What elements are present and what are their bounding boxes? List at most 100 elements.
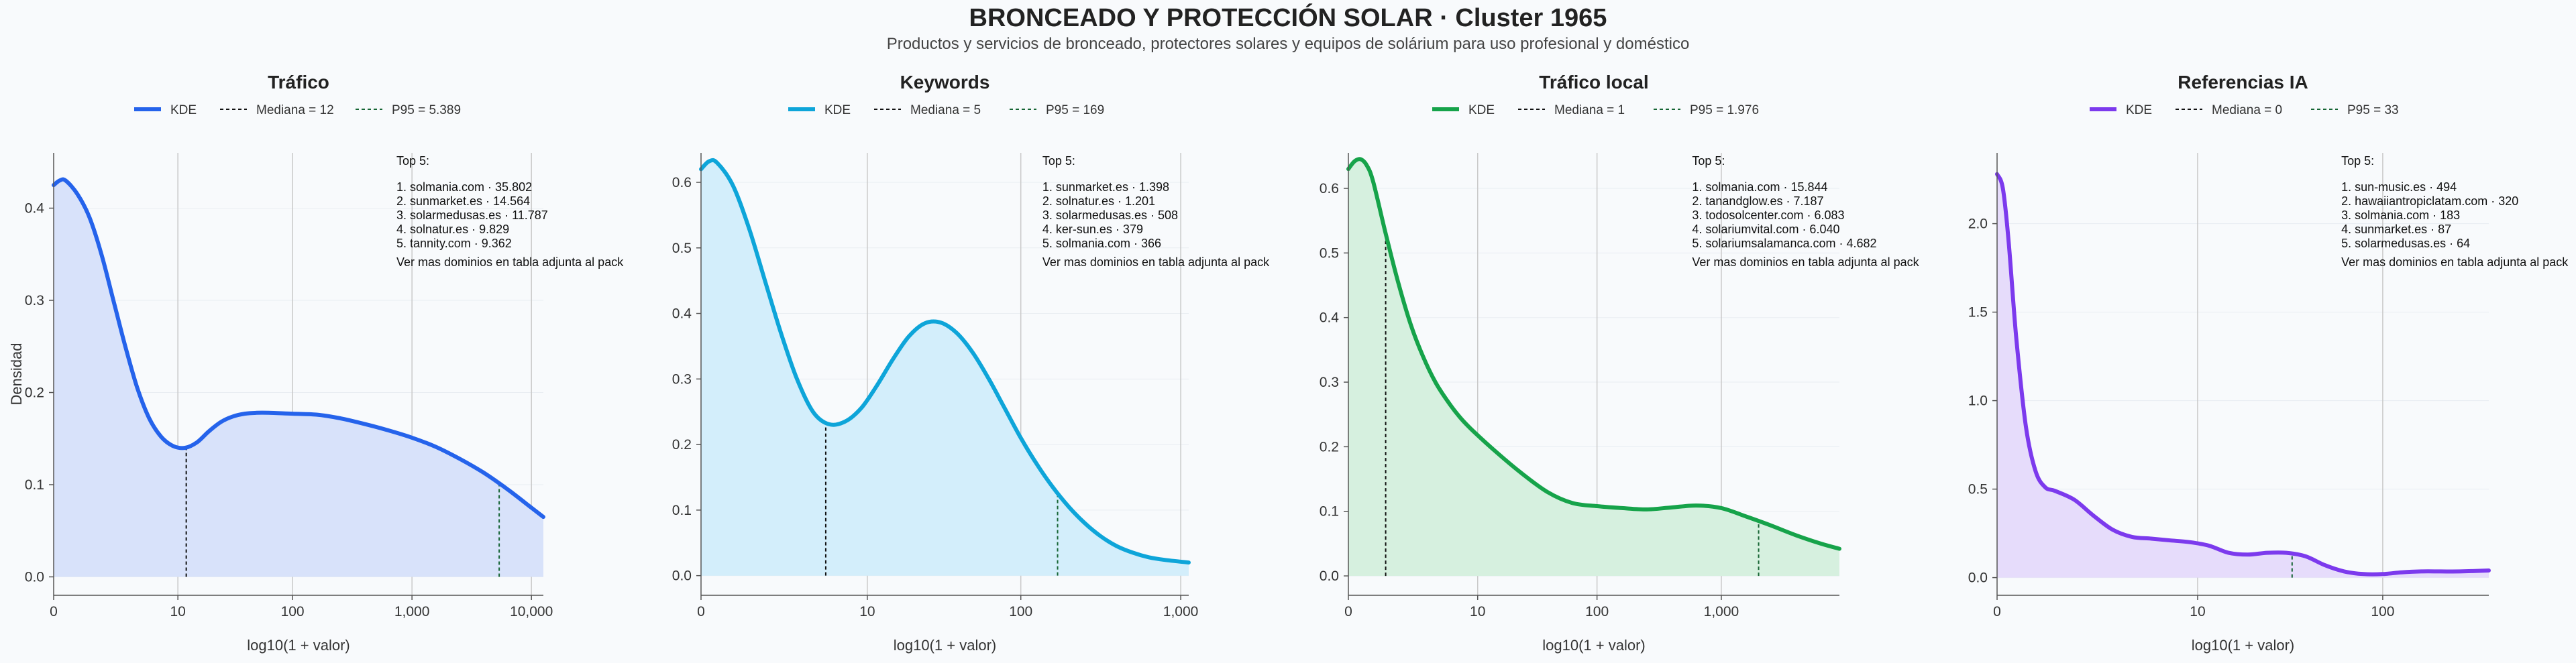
y-tick-label: 0.3 — [25, 293, 44, 308]
x-tick-label: 0 — [1993, 604, 2001, 619]
y-tick-label: 0.1 — [672, 503, 692, 518]
x-tick-label: 10 — [1470, 604, 1485, 619]
y-tick-label: 0.0 — [1320, 568, 1339, 584]
top5-item: 1. solmania.com · 15.844 — [1692, 180, 1827, 194]
top5-item: 5. tannity.com · 9.362 — [396, 237, 512, 250]
chart-panel-1: Tráfico KDE Mediana = 12 P95 = 5.389 0.0 0.1 0… — [8, 72, 624, 654]
y-tick-label: 2.0 — [1968, 217, 1988, 232]
chart-panel-4: Referencias IA KDE Mediana = 0 P95 = 33 0.0 0… — [1968, 72, 2569, 654]
top5-item: 2. solnatur.es · 1.201 — [1042, 194, 1155, 208]
y-tick-label: 0.0 — [1968, 570, 1988, 586]
legend-kde-label: KDE — [2126, 103, 2152, 117]
figure-subtitle: Productos y servicios de bronceado, prot… — [886, 35, 1690, 53]
x-tick-label: 0 — [50, 604, 58, 619]
kde-area — [54, 179, 543, 577]
kde-area — [1348, 159, 1839, 577]
y-tick-label: 0.2 — [672, 437, 692, 453]
figure-title: BRONCEADO Y PROTECCIÓN SOLAR · Cluster 1… — [969, 4, 1607, 32]
x-tick-label: 10,000 — [510, 604, 553, 619]
y-tick-label: 0.3 — [1320, 375, 1339, 390]
top5-item: 3. todosolcenter.com · 6.083 — [1692, 208, 1844, 222]
x-tick-label: 1,000 — [1163, 604, 1199, 619]
y-tick-label: 1.0 — [1968, 394, 1988, 409]
y-tick-label: 0.3 — [672, 371, 692, 387]
x-tick-label: 100 — [281, 604, 305, 619]
legend-kde-label: KDE — [824, 103, 851, 117]
top5-item: 2. sunmarket.es · 14.564 — [396, 194, 530, 208]
top5-title: Top 5: — [1692, 154, 1725, 168]
x-axis-label: log10(1 + valor) — [894, 637, 996, 654]
x-tick-label: 1,000 — [1704, 604, 1739, 619]
y-tick-label: 0.0 — [25, 570, 44, 585]
chart-panel-2: Keywords KDE Mediana = 5 P95 = 169 0.0 0.1 0.2… — [672, 72, 1270, 654]
y-tick-label: 0.2 — [1320, 439, 1339, 455]
top5-item: 5. solariumsalamanca.com · 4.682 — [1692, 237, 1876, 250]
y-tick-label: 0.2 — [25, 385, 44, 401]
legend-p95-label: P95 = 1.976 — [1690, 103, 1759, 117]
top5-item: 1. sun-music.es · 494 — [2341, 180, 2457, 194]
y-tick-label: 0.5 — [1320, 245, 1339, 261]
x-axis-label: log10(1 + valor) — [2192, 637, 2294, 654]
x-tick-label: 10 — [859, 604, 875, 619]
kde-line — [52, 177, 545, 520]
chart-title: Keywords — [900, 72, 990, 93]
top5-item: 3. solarmedusas.es · 508 — [1042, 208, 1178, 222]
x-axis-label: log10(1 + valor) — [1542, 637, 1645, 654]
legend-kde-label: KDE — [1468, 103, 1495, 117]
kde-area — [1997, 174, 2489, 578]
y-tick-label: 0.6 — [1320, 181, 1339, 196]
y-tick-label: 0.4 — [25, 201, 45, 217]
top5-item: 4. sunmarket.es · 87 — [2341, 223, 2451, 236]
legend-median-label: Mediana = 0 — [2212, 103, 2282, 117]
top5-item: 2. hawaiiantropiclatam.com · 320 — [2341, 194, 2518, 208]
kde-area — [701, 160, 1189, 576]
y-tick-label: 0.5 — [1968, 482, 1988, 497]
top5-item: 5. solmania.com · 366 — [1042, 237, 1161, 250]
x-tick-label: 100 — [1009, 604, 1032, 619]
top5-title: Top 5: — [396, 154, 429, 168]
top5-note: Ver mas dominios en tabla adjunta al pac… — [2341, 255, 2569, 269]
y-axis-label: Densidad — [8, 343, 25, 406]
top5-item: 3. solmania.com · 183 — [2341, 208, 2460, 222]
y-tick-label: 0.5 — [672, 241, 692, 256]
top5-note: Ver mas dominios en tabla adjunta al pac… — [1042, 255, 1270, 269]
legend-p95-label: P95 = 5.389 — [392, 103, 461, 117]
x-tick-label: 0 — [697, 604, 705, 619]
x-tick-label: 10 — [170, 604, 185, 619]
chart-panel-3: Tráfico local KDE Mediana = 1 P95 = 1.976 0.… — [1320, 72, 1920, 654]
x-tick-label: 100 — [2371, 604, 2394, 619]
legend-p95-label: P95 = 33 — [2347, 103, 2399, 117]
top5-title: Top 5: — [1042, 154, 1075, 168]
top5-item: 4. solnatur.es · 9.829 — [396, 223, 509, 236]
kde-line — [1995, 172, 2491, 577]
top5-title: Top 5: — [2341, 154, 2374, 168]
y-tick-label: 0.4 — [1320, 310, 1340, 326]
top5-item: 1. solmania.com · 35.802 — [396, 180, 532, 194]
top5-item: 5. solarmedusas.es · 64 — [2341, 237, 2470, 250]
top5-item: 4. solariumvital.com · 6.040 — [1692, 223, 1839, 236]
top5-note: Ver mas dominios en tabla adjunta al pac… — [396, 255, 624, 269]
y-tick-label: 0.4 — [672, 306, 692, 322]
kde-line — [699, 158, 1191, 565]
chart-title: Referencias IA — [2178, 72, 2308, 93]
legend-median-label: Mediana = 5 — [910, 103, 981, 117]
legend-p95-label: P95 = 169 — [1046, 103, 1104, 117]
chart-title: Tráfico local — [1539, 72, 1648, 93]
y-tick-label: 0.1 — [1320, 504, 1339, 520]
x-tick-label: 10 — [2190, 604, 2205, 619]
top5-item: 4. ker-sun.es · 379 — [1042, 223, 1143, 236]
chart-title: Tráfico — [268, 72, 329, 93]
x-axis-label: log10(1 + valor) — [247, 637, 350, 654]
kde-line — [1346, 157, 1841, 551]
y-tick-label: 0.0 — [672, 568, 692, 584]
x-tick-label: 100 — [1585, 604, 1609, 619]
y-tick-label: 1.5 — [1968, 305, 1988, 320]
x-tick-label: 1,000 — [394, 604, 430, 619]
top5-item: 3. solarmedusas.es · 11.787 — [396, 208, 548, 222]
legend-kde-label: KDE — [170, 103, 197, 117]
top5-note: Ver mas dominios en tabla adjunta al pac… — [1692, 255, 1919, 269]
top5-item: 1. sunmarket.es · 1.398 — [1042, 180, 1169, 194]
top5-item: 2. tanandglow.es · 7.187 — [1692, 194, 1823, 208]
legend-median-label: Mediana = 1 — [1554, 103, 1625, 117]
